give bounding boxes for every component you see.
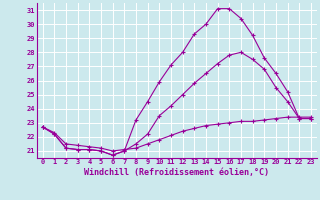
X-axis label: Windchill (Refroidissement éolien,°C): Windchill (Refroidissement éolien,°C)	[84, 168, 269, 177]
